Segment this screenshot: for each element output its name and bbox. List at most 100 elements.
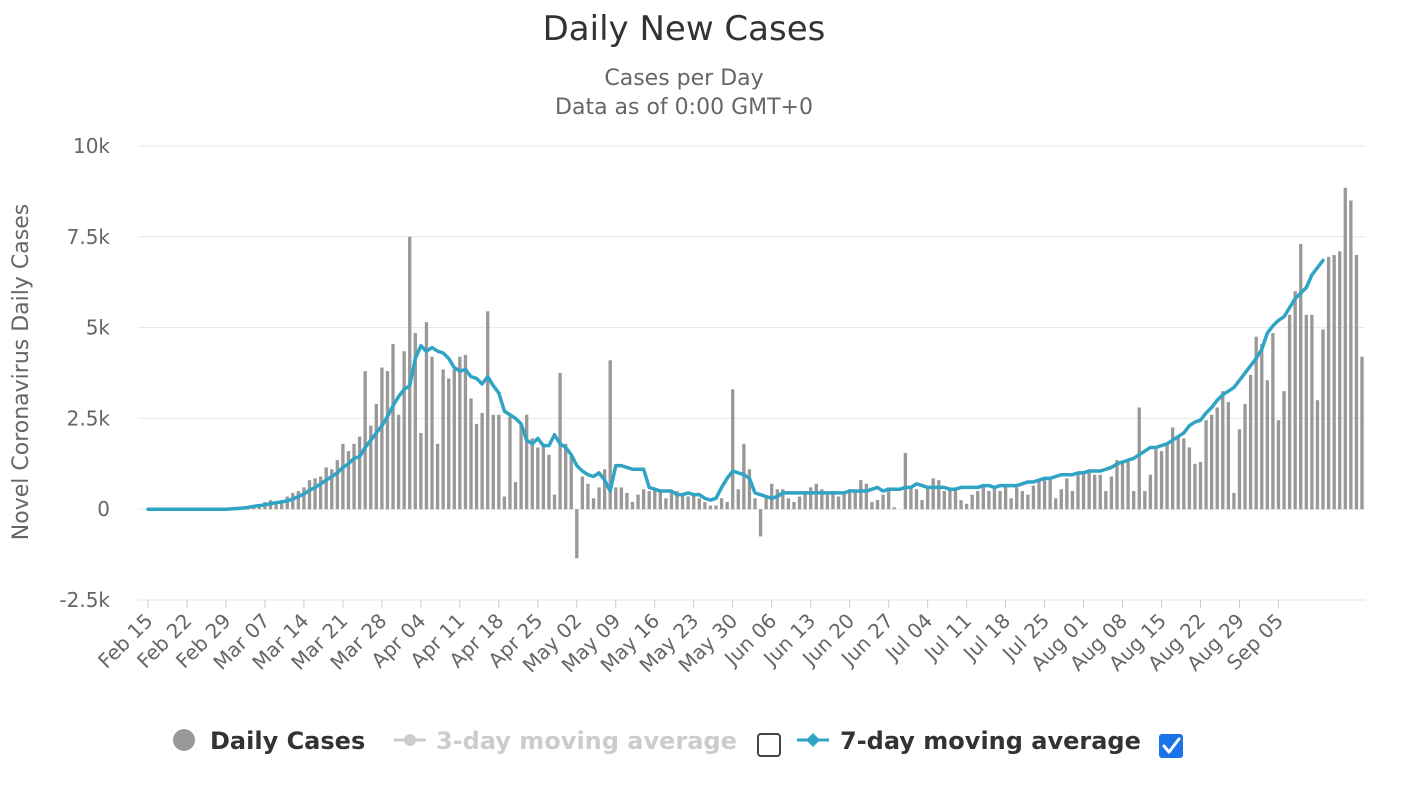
daily-cases-bar[interactable] — [1326, 256, 1331, 510]
daily-cases-bar[interactable] — [1009, 498, 1013, 510]
daily-cases-bar[interactable] — [1221, 391, 1225, 510]
daily-cases-bar[interactable] — [1109, 476, 1114, 510]
daily-cases-bar[interactable] — [285, 496, 289, 510]
daily-cases-bar[interactable] — [747, 469, 752, 510]
daily-cases-bar[interactable] — [519, 423, 523, 510]
daily-cases-bar[interactable] — [307, 480, 312, 510]
daily-cases-bar[interactable] — [385, 371, 390, 510]
daily-cases-bar[interactable] — [363, 371, 367, 510]
daily-cases-bar[interactable] — [736, 489, 740, 510]
daily-cases-bar[interactable] — [1215, 407, 1219, 510]
daily-cases-bar[interactable] — [257, 505, 262, 510]
daily-cases-bar[interactable] — [441, 369, 445, 510]
daily-cases-bar[interactable] — [1276, 420, 1281, 510]
daily-cases-bar[interactable] — [497, 414, 501, 510]
daily-cases-bar[interactable] — [1076, 472, 1080, 510]
daily-cases-bar[interactable] — [274, 501, 278, 510]
daily-cases-bar[interactable] — [1243, 403, 1247, 510]
daily-cases-bar[interactable] — [931, 478, 935, 510]
daily-cases-bar[interactable] — [692, 494, 696, 510]
daily-cases-bar[interactable] — [1143, 491, 1147, 510]
daily-cases-bar[interactable] — [1087, 469, 1091, 510]
daily-cases-bar[interactable] — [1287, 314, 1292, 510]
daily-cases-bar[interactable] — [987, 491, 991, 510]
daily-cases-bar[interactable] — [330, 469, 334, 510]
daily-cases-bar[interactable] — [653, 489, 657, 510]
daily-cases-bar[interactable] — [686, 496, 690, 510]
daily-cases-bar[interactable] — [1037, 480, 1041, 510]
daily-cases-bar[interactable] — [552, 494, 557, 510]
daily-cases-bar[interactable] — [491, 414, 495, 510]
daily-cases-bar[interactable] — [1204, 420, 1208, 510]
daily-cases-bar[interactable] — [569, 456, 573, 510]
daily-cases-bar[interactable] — [419, 432, 423, 510]
daily-cases-bar[interactable] — [842, 492, 846, 510]
daily-cases-bar[interactable] — [1165, 443, 1169, 510]
daily-cases-bar[interactable] — [831, 491, 835, 510]
daily-cases-bar[interactable] — [719, 498, 724, 510]
daily-cases-bar[interactable] — [302, 487, 306, 510]
daily-cases-bar[interactable] — [1237, 429, 1242, 510]
daily-cases-bar[interactable] — [1338, 251, 1342, 510]
daily-cases-bar[interactable] — [614, 487, 618, 510]
daily-cases-bar[interactable] — [502, 496, 507, 510]
daily-cases-bar[interactable] — [1332, 254, 1336, 510]
daily-cases-bar[interactable] — [848, 489, 852, 510]
daily-cases-bar[interactable] — [1154, 449, 1158, 510]
daily-cases-bar[interactable] — [1081, 471, 1086, 510]
daily-cases-bar[interactable] — [641, 489, 646, 510]
daily-cases-bar[interactable] — [998, 491, 1002, 510]
daily-cases-bar[interactable] — [435, 443, 440, 510]
daily-cases-bar[interactable] — [647, 491, 651, 510]
daily-cases-bar[interactable] — [1126, 461, 1130, 510]
daily-cases-bar[interactable] — [775, 489, 779, 510]
daily-cases-bar[interactable] — [781, 489, 785, 510]
daily-cases-bar[interactable] — [1070, 491, 1075, 510]
daily-cases-bar[interactable] — [859, 480, 863, 510]
daily-cases-bar[interactable] — [586, 483, 590, 510]
daily-cases-bar[interactable] — [1265, 380, 1269, 510]
daily-cases-bar[interactable] — [948, 487, 952, 510]
daily-cases-bar[interactable] — [424, 322, 429, 510]
daily-cases-bar[interactable] — [903, 452, 908, 510]
daily-cases-bar[interactable] — [619, 487, 624, 510]
daily-cases-bar[interactable] — [591, 498, 596, 510]
daily-cases-bar[interactable] — [1299, 244, 1303, 510]
daily-cases-bar[interactable] — [764, 496, 768, 510]
daily-cases-bar[interactable] — [1132, 491, 1136, 510]
daily-cases-bar[interactable] — [408, 236, 412, 510]
daily-cases-bar[interactable] — [1148, 474, 1153, 510]
daily-cases-bar[interactable] — [530, 438, 534, 510]
daily-cases-bar[interactable] — [914, 489, 919, 510]
daily-cases-bar[interactable] — [658, 491, 662, 510]
daily-cases-bar[interactable] — [541, 443, 546, 510]
daily-cases-bar[interactable] — [864, 483, 869, 510]
daily-cases-bar[interactable] — [725, 501, 729, 510]
daily-cases-bar[interactable] — [525, 414, 529, 510]
daily-cases-bar[interactable] — [1304, 314, 1308, 510]
daily-cases-bar[interactable] — [703, 501, 707, 510]
daily-cases-bar[interactable] — [1026, 494, 1030, 510]
daily-cases-bar[interactable] — [1254, 336, 1258, 510]
daily-cases-bar[interactable] — [1360, 356, 1364, 510]
daily-cases-bar[interactable] — [1321, 329, 1325, 510]
daily-cases-bar[interactable] — [597, 487, 601, 510]
daily-cases-bar[interactable] — [341, 443, 345, 510]
daily-cases-bar[interactable] — [870, 501, 874, 510]
daily-cases-bar[interactable] — [1182, 438, 1186, 510]
daily-cases-bar[interactable] — [1003, 485, 1008, 510]
daily-cases-bar[interactable] — [1120, 461, 1125, 510]
daily-cases-bar[interactable] — [1137, 407, 1141, 510]
daily-cases-bar[interactable] — [452, 369, 456, 510]
daily-cases-bar[interactable] — [1098, 474, 1102, 510]
daily-cases-bar[interactable] — [1282, 391, 1286, 510]
daily-cases-bar[interactable] — [463, 354, 468, 510]
seven-day-checkbox[interactable] — [1159, 734, 1183, 758]
legend-item-3-day-average[interactable]: 3-day moving average — [394, 727, 737, 755]
daily-cases-bar[interactable] — [513, 481, 518, 510]
daily-cases-bar[interactable] — [380, 367, 384, 510]
daily-cases-bar[interactable] — [970, 494, 974, 510]
daily-cases-bar[interactable] — [335, 460, 340, 510]
daily-cases-bar[interactable] — [886, 487, 891, 510]
daily-cases-bar[interactable] — [1349, 200, 1353, 510]
